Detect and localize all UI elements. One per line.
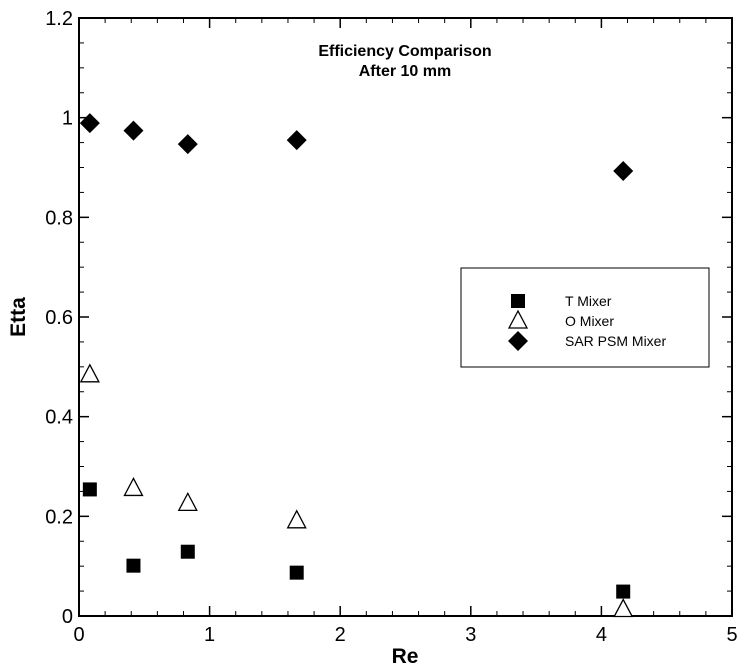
x-tick-label: 3 bbox=[465, 624, 476, 646]
data-point bbox=[79, 363, 100, 383]
x-tick-label: 0 bbox=[73, 624, 84, 646]
x-tick-label: 4 bbox=[596, 624, 607, 646]
axis-tick-labels: 0 1 2 3 4 5 0 0.2 0.4 0.6 0.8 1 1.2 bbox=[45, 8, 737, 646]
chart-title: Efficiency Comparison bbox=[318, 43, 491, 60]
y-tick-label: 0.8 bbox=[45, 207, 73, 229]
data-point bbox=[177, 491, 198, 512]
data-point bbox=[79, 113, 100, 134]
axis-ticks bbox=[78, 17, 733, 617]
x-axis-title: Re bbox=[392, 645, 419, 668]
data-point bbox=[286, 509, 307, 529]
y-axis-title: Etta bbox=[7, 297, 30, 337]
x-tick-label: 2 bbox=[335, 624, 346, 646]
x-tick-label: 1 bbox=[204, 624, 215, 646]
series-t-mixer bbox=[82, 482, 631, 599]
data-point bbox=[616, 584, 631, 599]
y-tick-label: 1 bbox=[62, 108, 73, 130]
legend-marker bbox=[508, 331, 528, 351]
data-point bbox=[613, 598, 634, 618]
series-o-mixer bbox=[79, 363, 634, 618]
y-tick-label: 0 bbox=[62, 606, 73, 628]
data-point bbox=[180, 544, 195, 559]
x-tick-label: 5 bbox=[726, 624, 737, 646]
data-point bbox=[613, 160, 634, 181]
series-sar-psm-mixer bbox=[79, 113, 634, 181]
data-point bbox=[82, 482, 97, 497]
y-tick-label: 0.6 bbox=[45, 307, 73, 329]
y-tick-label: 0.2 bbox=[45, 506, 73, 528]
data-markers bbox=[79, 113, 634, 618]
legend-marker bbox=[507, 309, 529, 329]
data-point bbox=[286, 130, 307, 151]
legend: T Mixer O Mixer SAR PSM Mixer bbox=[460, 267, 710, 368]
data-point bbox=[123, 477, 144, 497]
data-point bbox=[289, 565, 304, 580]
legend-box bbox=[460, 267, 710, 368]
legend-label: O Mixer bbox=[565, 313, 614, 329]
chart-subtitle: After 10 mm bbox=[359, 63, 451, 80]
y-tick-label: 0.4 bbox=[45, 407, 73, 429]
data-point bbox=[126, 558, 141, 573]
legend-label: SAR PSM Mixer bbox=[565, 333, 666, 349]
y-tick-label: 1.2 bbox=[45, 8, 73, 30]
data-point bbox=[123, 120, 144, 141]
legend-marker bbox=[511, 294, 525, 308]
data-point bbox=[177, 134, 198, 155]
legend-label: T Mixer bbox=[565, 293, 612, 309]
